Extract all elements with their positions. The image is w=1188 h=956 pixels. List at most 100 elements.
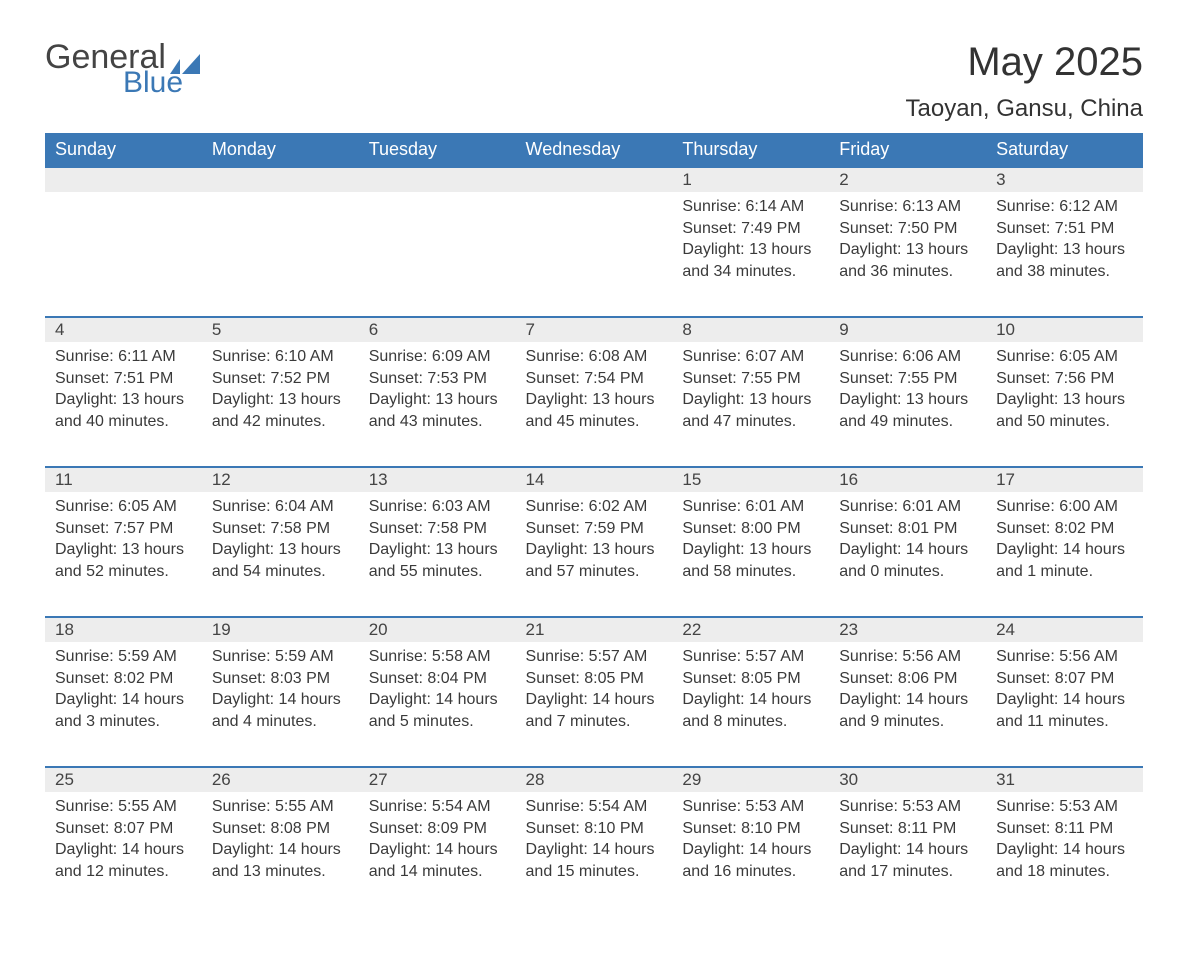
- sunset-text: Sunset: 8:03 PM: [212, 668, 349, 690]
- day-content-cell: Sunrise: 6:14 AMSunset: 7:49 PMDaylight:…: [672, 192, 829, 317]
- daylight-text: Daylight: 14 hours and 3 minutes.: [55, 689, 192, 732]
- sunrise-text: Sunrise: 6:01 AM: [682, 496, 819, 518]
- day-number-cell: 28: [516, 767, 673, 792]
- daylight-text: Daylight: 14 hours and 13 minutes.: [212, 839, 349, 882]
- daylight-text: Daylight: 14 hours and 9 minutes.: [839, 689, 976, 732]
- day-number-cell: [516, 167, 673, 192]
- daylight-text: Daylight: 14 hours and 18 minutes.: [996, 839, 1133, 882]
- daylight-text: Daylight: 14 hours and 5 minutes.: [369, 689, 506, 732]
- sunrise-text: Sunrise: 5:56 AM: [839, 646, 976, 668]
- day-number: 1: [682, 170, 691, 189]
- day-number: 9: [839, 320, 848, 339]
- weekday-header: Saturday: [986, 133, 1143, 167]
- daylight-text: Daylight: 13 hours and 45 minutes.: [526, 389, 663, 432]
- day-number-cell: 11: [45, 467, 202, 492]
- sunset-text: Sunset: 8:00 PM: [682, 518, 819, 540]
- sunrise-text: Sunrise: 5:53 AM: [996, 796, 1133, 818]
- daylight-text: Daylight: 13 hours and 36 minutes.: [839, 239, 976, 282]
- day-content-cell: Sunrise: 6:01 AMSunset: 8:01 PMDaylight:…: [829, 492, 986, 617]
- day-number-row: 45678910: [45, 317, 1143, 342]
- day-number: 21: [526, 620, 545, 639]
- day-number: 2: [839, 170, 848, 189]
- daylight-text: Daylight: 13 hours and 38 minutes.: [996, 239, 1133, 282]
- weekday-header: Thursday: [672, 133, 829, 167]
- day-content-cell: Sunrise: 5:56 AMSunset: 8:07 PMDaylight:…: [986, 642, 1143, 767]
- day-number: 20: [369, 620, 388, 639]
- day-number-cell: [202, 167, 359, 192]
- day-content-cell: Sunrise: 5:53 AMSunset: 8:10 PMDaylight:…: [672, 792, 829, 916]
- day-content-cell: Sunrise: 6:01 AMSunset: 8:00 PMDaylight:…: [672, 492, 829, 617]
- day-content-cell: Sunrise: 5:57 AMSunset: 8:05 PMDaylight:…: [516, 642, 673, 767]
- day-number-cell: 31: [986, 767, 1143, 792]
- sunset-text: Sunset: 7:53 PM: [369, 368, 506, 390]
- daylight-text: Daylight: 14 hours and 7 minutes.: [526, 689, 663, 732]
- sunset-text: Sunset: 7:58 PM: [369, 518, 506, 540]
- sunrise-text: Sunrise: 6:06 AM: [839, 346, 976, 368]
- location-label: Taoyan, Gansu, China: [906, 95, 1143, 123]
- day-number: 26: [212, 770, 231, 789]
- page-title: May 2025: [906, 40, 1143, 85]
- day-content-cell: Sunrise: 6:10 AMSunset: 7:52 PMDaylight:…: [202, 342, 359, 467]
- day-number-cell: 1: [672, 167, 829, 192]
- day-number: 11: [55, 470, 73, 489]
- day-number-cell: [359, 167, 516, 192]
- sunrise-text: Sunrise: 5:54 AM: [526, 796, 663, 818]
- day-number-cell: 22: [672, 617, 829, 642]
- sunset-text: Sunset: 8:10 PM: [526, 818, 663, 840]
- sunset-text: Sunset: 8:10 PM: [682, 818, 819, 840]
- day-content-cell: Sunrise: 5:54 AMSunset: 8:10 PMDaylight:…: [516, 792, 673, 916]
- day-content-cell: Sunrise: 6:04 AMSunset: 7:58 PMDaylight:…: [202, 492, 359, 617]
- day-content-cell: Sunrise: 5:54 AMSunset: 8:09 PMDaylight:…: [359, 792, 516, 916]
- sunset-text: Sunset: 8:11 PM: [996, 818, 1133, 840]
- day-number-cell: 2: [829, 167, 986, 192]
- day-content-cell: [359, 192, 516, 317]
- sunrise-text: Sunrise: 5:58 AM: [369, 646, 506, 668]
- day-number: 15: [682, 470, 701, 489]
- daylight-text: Daylight: 14 hours and 8 minutes.: [682, 689, 819, 732]
- daylight-text: Daylight: 14 hours and 4 minutes.: [212, 689, 349, 732]
- sunset-text: Sunset: 7:51 PM: [996, 218, 1133, 240]
- sunset-text: Sunset: 8:04 PM: [369, 668, 506, 690]
- day-number-cell: 5: [202, 317, 359, 342]
- daylight-text: Daylight: 14 hours and 12 minutes.: [55, 839, 192, 882]
- day-number-cell: 6: [359, 317, 516, 342]
- day-number: 3: [996, 170, 1005, 189]
- day-number-cell: 7: [516, 317, 673, 342]
- weekday-header: Sunday: [45, 133, 202, 167]
- sunrise-text: Sunrise: 6:01 AM: [839, 496, 976, 518]
- sunrise-text: Sunrise: 5:57 AM: [682, 646, 819, 668]
- day-number: 30: [839, 770, 858, 789]
- daylight-text: Daylight: 14 hours and 0 minutes.: [839, 539, 976, 582]
- day-number-cell: 23: [829, 617, 986, 642]
- day-number-cell: 12: [202, 467, 359, 492]
- sunset-text: Sunset: 8:02 PM: [996, 518, 1133, 540]
- weekday-header: Friday: [829, 133, 986, 167]
- day-content-cell: [516, 192, 673, 317]
- sunrise-text: Sunrise: 5:53 AM: [682, 796, 819, 818]
- day-number-row: 1 2 3: [45, 167, 1143, 192]
- title-block: May 2025 Taoyan, Gansu, China: [906, 40, 1143, 123]
- day-number: 16: [839, 470, 858, 489]
- sunset-text: Sunset: 7:54 PM: [526, 368, 663, 390]
- day-content-cell: Sunrise: 5:53 AMSunset: 8:11 PMDaylight:…: [986, 792, 1143, 916]
- day-number-cell: 9: [829, 317, 986, 342]
- sunrise-text: Sunrise: 6:10 AM: [212, 346, 349, 368]
- day-number: 14: [526, 470, 545, 489]
- day-content-cell: Sunrise: 6:11 AMSunset: 7:51 PMDaylight:…: [45, 342, 202, 467]
- sunset-text: Sunset: 8:07 PM: [996, 668, 1133, 690]
- sunset-text: Sunset: 8:05 PM: [682, 668, 819, 690]
- day-number-cell: 16: [829, 467, 986, 492]
- logo: General Blue: [45, 40, 200, 98]
- day-number-cell: 29: [672, 767, 829, 792]
- day-content-cell: Sunrise: 6:06 AMSunset: 7:55 PMDaylight:…: [829, 342, 986, 467]
- sunset-text: Sunset: 8:01 PM: [839, 518, 976, 540]
- header: General Blue May 2025 Taoyan, Gansu, Chi…: [45, 40, 1143, 123]
- day-content-cell: Sunrise: 6:08 AMSunset: 7:54 PMDaylight:…: [516, 342, 673, 467]
- sunset-text: Sunset: 8:07 PM: [55, 818, 192, 840]
- daylight-text: Daylight: 14 hours and 15 minutes.: [526, 839, 663, 882]
- day-number-cell: 30: [829, 767, 986, 792]
- sunrise-text: Sunrise: 6:05 AM: [996, 346, 1133, 368]
- day-number-cell: 24: [986, 617, 1143, 642]
- daylight-text: Daylight: 13 hours and 52 minutes.: [55, 539, 192, 582]
- sunset-text: Sunset: 8:05 PM: [526, 668, 663, 690]
